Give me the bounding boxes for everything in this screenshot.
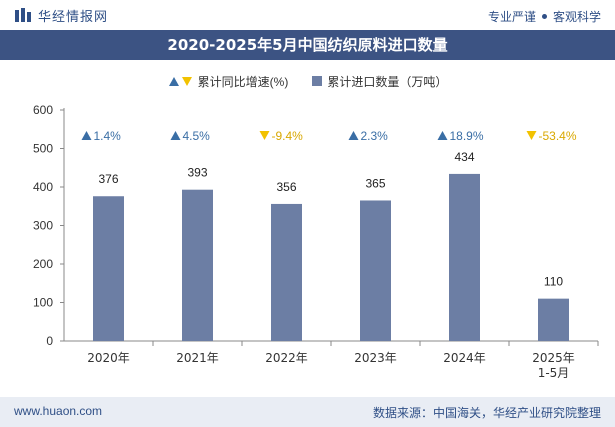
growth-down-arrow-icon (259, 131, 270, 140)
footer-source: 数据来源：中国海关，华经产业研究院整理 (372, 406, 601, 420)
y-tick-label: 200 (33, 257, 53, 271)
legend-item-growth[interactable]: 累计同比增速(%) (168, 73, 289, 90)
bar[interactable] (271, 203, 302, 341)
bar-value-label: 365 (365, 176, 385, 190)
x-tick-label: 2025年 1-5月 (532, 351, 575, 380)
growth-up-arrow-icon (348, 131, 359, 140)
brand-logo-icon (15, 8, 31, 22)
legend-item-volume[interactable]: 累计进口数量（万吨） (312, 73, 447, 90)
growth-rate-label: -53.4% (539, 129, 577, 143)
growth-rate-label: -9.4% (272, 129, 304, 143)
growth-up-arrow-icon (81, 131, 92, 140)
growth-up-arrow-icon (170, 131, 181, 140)
bar[interactable] (182, 189, 213, 341)
x-tick-label: 2021年 (176, 351, 219, 365)
legend: 累计同比增速(%) 累计进口数量（万吨） (0, 70, 615, 92)
footer-website-link[interactable]: www.huaon.com (14, 404, 103, 418)
bar-value-label: 110 (544, 275, 563, 289)
x-tick-label: 2024年 (443, 351, 486, 365)
y-tick-label: 300 (33, 219, 53, 233)
growth-rate-label: 1.4% (94, 129, 122, 143)
bar-value-label: 356 (276, 180, 296, 194)
bar[interactable] (538, 298, 569, 341)
bar[interactable] (360, 200, 391, 341)
growth-rate-label: 4.5% (183, 129, 211, 143)
bar-value-label: 393 (187, 166, 207, 180)
x-tick-label: 2023年 (354, 351, 397, 365)
growth-markers: 1.4% 4.5% -9.4% 2.3% 18.9% -53.4% (81, 129, 577, 143)
y-axis: 0 100 200 300 400 500 600 (33, 103, 65, 348)
bar[interactable] (93, 196, 124, 341)
top-bar: 华经情报网 专业严谨 客观科学 (0, 0, 615, 30)
y-tick-label: 600 (33, 103, 53, 117)
bullet-icon (541, 14, 547, 20)
brand-name: 华经情报网 (38, 8, 109, 24)
growth-legend-icon (168, 77, 192, 86)
y-tick-label: 400 (33, 180, 53, 194)
slogan-left: 专业严谨 (487, 10, 536, 24)
y-tick-label: 100 (33, 296, 53, 310)
growth-rate-label: 18.9% (450, 129, 484, 143)
bar-value-label: 376 (98, 172, 118, 186)
y-tick-label: 500 (33, 142, 53, 156)
slogan: 专业严谨 客观科学 (488, 8, 601, 25)
growth-down-arrow-icon (526, 131, 537, 140)
growth-rate-label: 2.3% (361, 129, 389, 143)
x-tick-label: 2020年 (87, 351, 130, 365)
volume-legend-swatch (312, 76, 323, 86)
bar-chart: 0 100 200 300 400 500 600 2020年 2021年 2022年 2023年… (33, 103, 599, 380)
legend-volume-label: 累计进口数量（万吨） (327, 74, 448, 89)
legend-growth-label: 累计同比增速(%) (197, 74, 289, 89)
x-tick-label: 2022年 (265, 351, 308, 365)
brand[interactable]: 华经情报网 (14, 6, 108, 24)
footer: www.huaon.com 数据来源：中国海关，华经产业研究院整理 (0, 397, 615, 427)
title-bar: 2020-2025年5月中国纺织原料进口数量 (0, 30, 615, 60)
chart-title: 2020-2025年5月中国纺织原料进口数量 (167, 36, 448, 54)
bar-value-label: 434 (454, 150, 474, 164)
slogan-right: 客观科学 (552, 10, 601, 24)
y-tick-label: 0 (46, 334, 53, 348)
bars: 376 393 356 365 434 110 (93, 150, 569, 341)
growth-up-arrow-icon (437, 131, 448, 140)
bar[interactable] (449, 173, 480, 341)
x-axis: 2020年 2021年 2022年 2023年 2024年 2025年 1-5月 (64, 340, 599, 380)
